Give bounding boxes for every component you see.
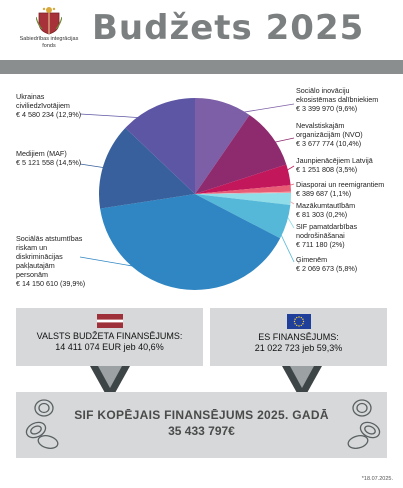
- header-band: [0, 60, 403, 74]
- pie-slice: [125, 98, 195, 194]
- state-budget-value: 14 411 074 EUR jeb 40,6%: [55, 342, 164, 352]
- slice-label-name: diskriminācijas: [16, 252, 63, 261]
- down-arrow-right-icon: [282, 366, 322, 402]
- slice-label-name: Sociālo inovāciju: [296, 86, 350, 95]
- state-budget-box: VALSTS BUDŽETA FINANSĒJUMS: 14 411 074 E…: [16, 308, 203, 366]
- slice-leader-line: [79, 113, 163, 120]
- slice-label-name: Sociālās atstumtības: [16, 234, 83, 243]
- slice-label: Sociālās atstumtības riskam un diskrimināc…: [16, 234, 85, 288]
- slice-leader-line: [260, 137, 295, 146]
- latvia-flag-icon: [96, 314, 123, 328]
- slice-label-amount: € 4 580 234 (12,9%): [16, 110, 82, 119]
- slice-label: Mazākumtautībām € 81 303 (0,2%): [296, 201, 355, 219]
- slice-leader-line: [272, 217, 295, 263]
- eu-flag-icon: [286, 314, 311, 329]
- total-funding-box: SIF KOPĒJAIS FINANSĒJUMS 2025. GADĀ 35 4…: [16, 392, 387, 458]
- slice-label-amount: € 711 180 (2%): [296, 240, 345, 249]
- slice-label: Nevalstiskajām organizācijām (NVO) € 3 677…: [296, 121, 363, 148]
- slice-label-name: SIF pamatdarbības: [296, 222, 358, 231]
- pie-slice: [195, 192, 291, 205]
- slice-label-amount: € 389 687 (1,1%): [296, 189, 352, 198]
- slice-label-name: civiliedzīvotājiem: [16, 101, 70, 110]
- pie-slice: [195, 185, 291, 194]
- slice-label: Medijiem (MAF) € 5 121 558 (14,5%): [16, 149, 81, 167]
- down-arrow-left-icon: [90, 366, 130, 402]
- slice-label-name: organizācijām (NVO): [296, 130, 363, 139]
- slice-leader-line: [219, 103, 295, 117]
- slice-label: Sociālo inovāciju ekosistēmas dalībniekie…: [296, 86, 378, 113]
- slice-label-name: Mazākumtautībām: [296, 201, 356, 210]
- slice-label: Jaunpienācējiem Latvijā € 1 251 808 (3,5%…: [296, 156, 373, 174]
- slice-label-name: pakļautajām: [16, 261, 55, 270]
- pie-slice: [195, 194, 291, 239]
- eu-funding-box: ES FINANSĒJUMS: 21 022 723 jeb 59,3%: [210, 308, 387, 366]
- slice-label: Diasporai un reemigrantiem € 389 687 (1,1…: [296, 180, 384, 198]
- funding-section: VALSTS BUDŽETA FINANSĒJUMS: 14 411 074 E…: [0, 300, 403, 488]
- pie-slice: [100, 194, 281, 291]
- slice-label-amount: € 2 069 673 (5,8%): [296, 264, 358, 273]
- slice-label-name: riskam un: [16, 243, 48, 252]
- slice-leader-line: [79, 163, 118, 171]
- slice-label-name: nodrošināšanai: [296, 231, 345, 240]
- slice-label: SIF pamatdarbības nodrošināšanai € 711 180…: [296, 222, 357, 249]
- eu-funding-value: 21 022 723 jeb 59,3%: [254, 343, 343, 353]
- pie-slice: [195, 98, 250, 194]
- pie-slice: [195, 191, 291, 194]
- slice-label-name: ekosistēmas dalībniekiem: [296, 95, 379, 104]
- pie-slice: [195, 114, 287, 194]
- slice-label-name: Ģimenēm: [296, 255, 328, 264]
- pie-slice: [195, 164, 291, 194]
- coat-of-arms-icon: [36, 7, 62, 35]
- pie-svg: [79, 98, 295, 291]
- slice-label-name: personām: [16, 270, 48, 279]
- logo-text-line-2: fonds: [42, 43, 56, 49]
- page-title: Budžets 2025: [92, 8, 365, 48]
- slice-label-amount: € 1 251 808 (3,5%): [296, 165, 358, 174]
- slice-label-name: Medijiem (MAF): [16, 149, 67, 158]
- slice-label-name: Jaunpienācējiem Latvijā: [296, 156, 373, 165]
- coins-left-icon: [25, 399, 59, 449]
- slice-label-name: Ukrainas: [16, 92, 45, 101]
- slice-label-name: Nevalstiskajām: [296, 121, 345, 130]
- slice-leader-line: [79, 256, 182, 275]
- sif-logo: Sabiedrības integrācijas fonds: [14, 5, 84, 57]
- pie-chart: Sociālo inovāciju ekosistēmas dalībniekie…: [0, 74, 403, 299]
- date-note: *18.07.2025.: [361, 476, 393, 482]
- total-funding-label: SIF KOPĒJAIS FINANSĒJUMS 2025. GADĀ: [74, 408, 329, 422]
- slice-label-name: Diasporai un reemigrantiem: [296, 180, 385, 189]
- slice-label-amount: € 14 150 610 (39,9%): [16, 279, 86, 288]
- slice-label-amount: € 3 677 774 (10,4%): [296, 139, 362, 148]
- slice-leader-line: [276, 183, 295, 190]
- header: Sabiedrības integrācijas fonds Budžets 2…: [0, 0, 403, 60]
- slice-label-amount: € 5 121 558 (14,5%): [16, 158, 82, 167]
- slice-label: Ukrainas civiliedzīvotājiem € 4 580 234 (1…: [16, 92, 81, 119]
- total-funding-value: 35 433 797€: [168, 424, 235, 438]
- pie-slice: [98, 127, 195, 209]
- slice-label: Ģimenēm € 2 069 673 (5,8%): [296, 255, 357, 273]
- slice-leader-line: [274, 165, 295, 178]
- logo-text-line-1: Sabiedrības integrācijas: [19, 36, 79, 42]
- state-budget-label: VALSTS BUDŽETA FINANSĒJUMS:: [36, 331, 183, 341]
- eu-funding-label: ES FINANSĒJUMS:: [258, 332, 339, 342]
- slice-label-amount: € 81 303 (0,2%): [296, 210, 348, 219]
- slice-label-amount: € 3 399 970 (9,6%): [296, 104, 358, 113]
- coins-right-icon: [347, 399, 381, 449]
